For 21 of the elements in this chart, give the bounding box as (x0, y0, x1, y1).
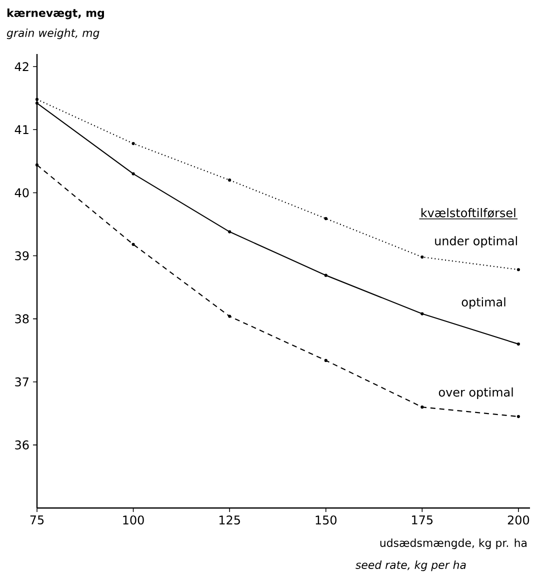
x-tick-label: 125 (219, 515, 240, 525)
legend-title: kvælstoftilførsel (421, 208, 516, 218)
series-label: optimal (462, 297, 506, 309)
x-axis-title: udsædsmængde, kg pr. ha (380, 538, 526, 550)
series-label: over optimal (438, 387, 513, 400)
y-tick-label: 39 (15, 251, 29, 260)
y-tick-label: 40 (14, 188, 29, 198)
x-tick-label: 75 (30, 515, 44, 524)
y-tick-label: 42 (14, 62, 28, 72)
y-tick-label: 37 (15, 377, 28, 386)
x-tick-label: 175 (412, 515, 433, 524)
x-tick-label: 200 (508, 515, 530, 525)
y-tick-label: 41 (14, 125, 28, 134)
text: seed rate, kg per ha (356, 560, 466, 572)
y-tick-label: 36 (15, 440, 29, 450)
text: grain weight, mg (6, 28, 100, 40)
x-tick-label: 100 (123, 515, 144, 525)
series-label: under optimal (435, 236, 517, 248)
y-axis-title: kærnevægt, mg (7, 8, 104, 20)
x-tick-label: 150 (316, 515, 336, 525)
y-tick-label: 38 (15, 314, 29, 324)
